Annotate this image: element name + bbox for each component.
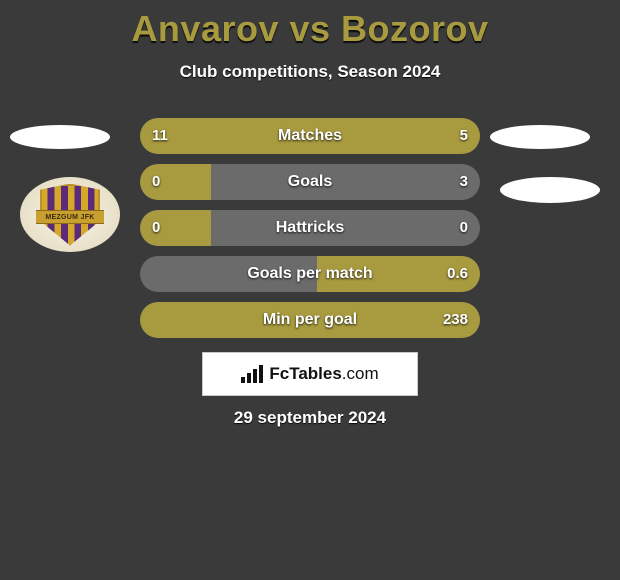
page-title: Anvarov vs Bozorov — [0, 8, 620, 50]
stat-row: 238Min per goal — [0, 302, 620, 338]
bar-track: 00Hattricks — [140, 210, 480, 246]
bar-track: 0.6Goals per match — [140, 256, 480, 292]
subtitle: Club competitions, Season 2024 — [0, 62, 620, 82]
brand-attribution: FcTables.com — [202, 352, 418, 396]
brand-name: FcTables.com — [269, 364, 378, 384]
stat-label: Matches — [140, 118, 480, 154]
bar-track: 238Min per goal — [140, 302, 480, 338]
stat-label: Goals per match — [140, 256, 480, 292]
stat-label: Hattricks — [140, 210, 480, 246]
stat-row: 0.6Goals per match — [0, 256, 620, 292]
avatar-right-1 — [490, 125, 590, 149]
avatar-left-1 — [10, 125, 110, 149]
bars-icon — [241, 365, 263, 383]
bar-track: 03Goals — [140, 164, 480, 200]
date-label: 29 september 2024 — [0, 408, 620, 428]
club-badge-left: MEZGUM JFK — [20, 177, 120, 252]
bar-track: 115Matches — [140, 118, 480, 154]
badge-band: MEZGUM JFK — [36, 210, 104, 224]
stat-label: Goals — [140, 164, 480, 200]
stat-label: Min per goal — [140, 302, 480, 338]
avatar-right-2 — [500, 177, 600, 203]
